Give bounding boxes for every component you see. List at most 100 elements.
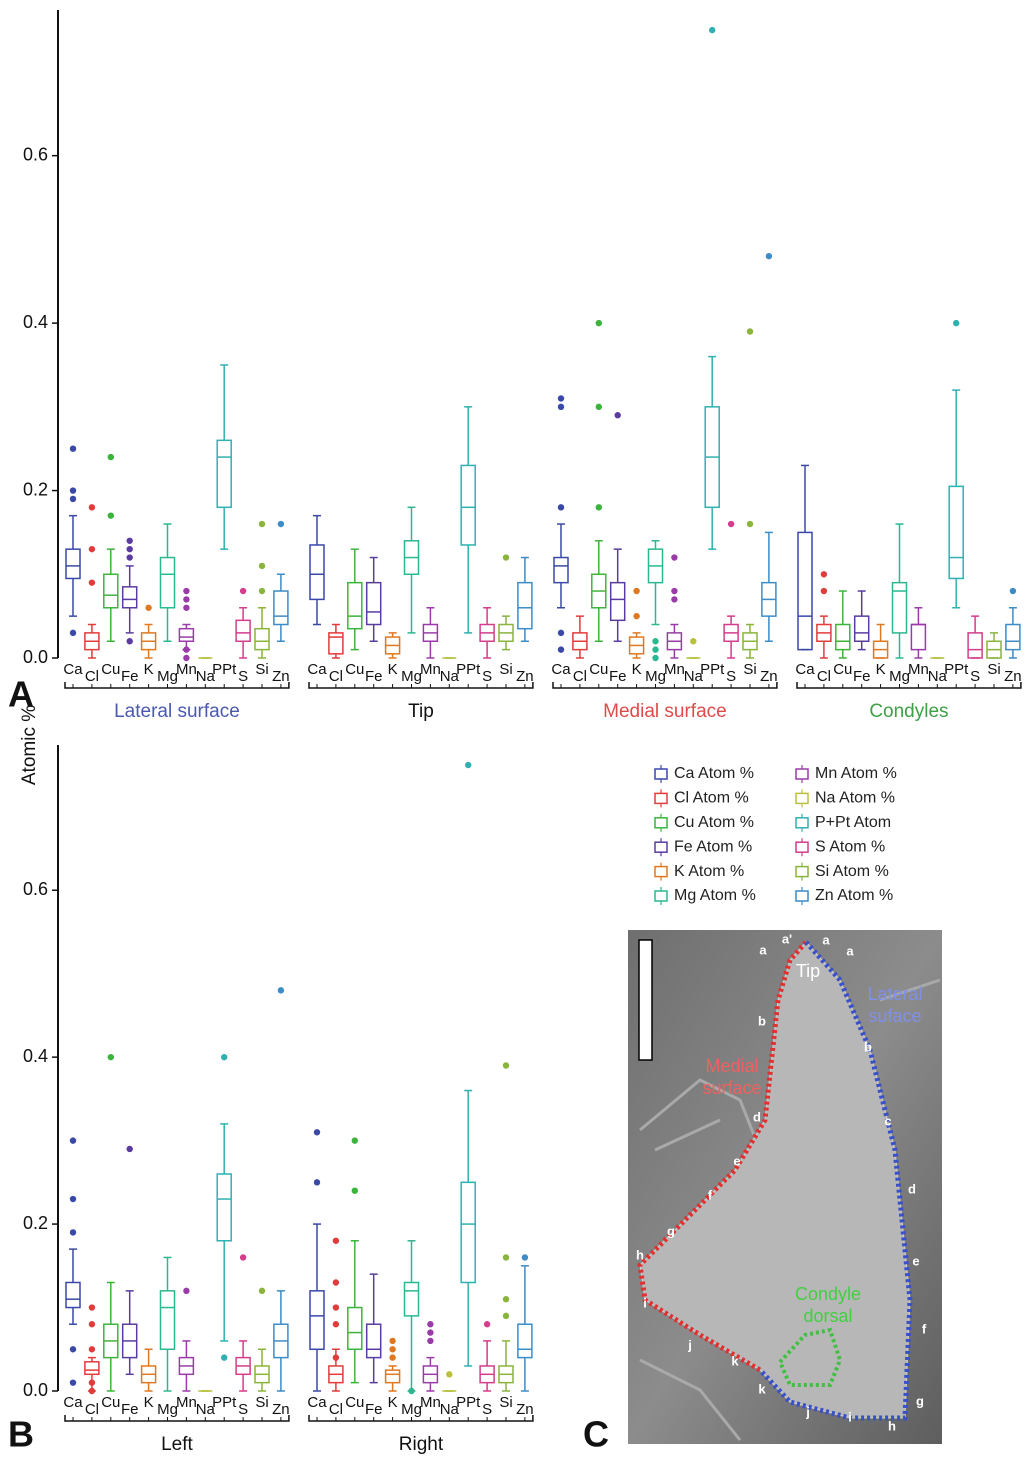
outlier	[351, 1137, 358, 1144]
outlier	[502, 1312, 510, 1320]
box	[65, 1281, 81, 1309]
outlier	[427, 1321, 434, 1328]
region-label: Medial	[705, 1056, 758, 1076]
outlier	[69, 1195, 77, 1203]
outlier	[332, 1354, 340, 1361]
x-tick-label: Zn	[272, 668, 290, 685]
outlier	[502, 1062, 510, 1069]
outlier	[183, 654, 190, 662]
outlier	[183, 596, 190, 603]
x-tick-label: Si	[499, 1394, 512, 1411]
x-tick-label: Na	[440, 668, 460, 685]
box	[328, 632, 344, 655]
outlier	[953, 319, 960, 327]
y-tick-label: 0.2	[23, 1213, 48, 1233]
box	[216, 439, 232, 509]
outlier	[652, 654, 659, 662]
outlier	[88, 1304, 96, 1311]
x-tick-label: S	[482, 1401, 492, 1418]
box	[254, 627, 270, 651]
box	[910, 623, 927, 651]
x-tick-label: PPt	[700, 661, 725, 678]
x-tick-label: Na	[196, 1401, 216, 1418]
outlier	[183, 646, 190, 653]
panel-label: A	[8, 674, 34, 715]
x-tick-label: Cu	[589, 661, 608, 678]
outlier	[690, 638, 697, 645]
group-label: Condyles	[869, 701, 948, 722]
group-bracket	[308, 682, 534, 689]
outlier	[746, 328, 754, 335]
outlier	[483, 1321, 491, 1328]
outlier	[69, 1379, 77, 1386]
outlier	[557, 504, 565, 511]
legend-label: K Atom %	[674, 863, 744, 880]
point-label: d	[908, 1181, 916, 1196]
group-bracket	[552, 682, 778, 689]
outlier	[595, 504, 602, 511]
x-tick-label: Cu	[101, 1394, 120, 1411]
x-tick-label: PPt	[212, 1394, 237, 1411]
outlier	[465, 761, 472, 769]
box	[609, 581, 626, 622]
outlier	[521, 1254, 529, 1261]
outlier	[765, 252, 773, 260]
x-tick-label: PPt	[456, 1394, 481, 1411]
legend-label: Na Atom %	[815, 790, 895, 807]
outlier	[69, 1137, 77, 1144]
box	[853, 615, 870, 643]
y-tick-label: 0.0	[23, 647, 48, 667]
outlier	[671, 554, 678, 561]
group-label: Medial surface	[603, 701, 727, 722]
outlier	[557, 646, 565, 653]
outlier	[389, 1354, 396, 1361]
point-label: h	[888, 1418, 896, 1433]
outlier	[69, 1346, 77, 1353]
outlier	[69, 1229, 77, 1236]
legend-swatch	[795, 792, 809, 805]
x-tick-label: Fe	[365, 668, 383, 685]
x-tick-label: Ca	[307, 1394, 327, 1411]
legend-swatch	[795, 768, 809, 780]
point-label: i	[848, 1409, 852, 1424]
x-tick-label: Mg	[157, 668, 178, 685]
point-label: k	[758, 1381, 766, 1396]
legend-swatch	[795, 841, 809, 853]
group-label: Tip	[408, 701, 434, 722]
x-tick-label: Mg	[157, 1401, 178, 1418]
point-label: a	[822, 932, 830, 947]
outlier	[557, 629, 565, 637]
x-tick-label: K	[388, 1394, 398, 1411]
outlier	[1009, 587, 1017, 595]
y-tick-label: 0.2	[23, 479, 48, 499]
outlier	[313, 1129, 321, 1136]
outlier	[107, 453, 115, 461]
outlier	[69, 487, 77, 494]
outlier	[69, 495, 77, 503]
outlier	[88, 545, 96, 553]
outlier	[820, 587, 828, 595]
box	[553, 556, 569, 584]
group-label: Left	[161, 1434, 193, 1455]
outlier	[313, 1179, 321, 1186]
group-label: Right	[399, 1434, 444, 1455]
box	[159, 1290, 176, 1351]
region-label: Tip	[796, 961, 820, 981]
outlier	[652, 638, 659, 645]
outlier	[88, 504, 96, 511]
outlier	[183, 1287, 190, 1295]
outlier	[652, 646, 659, 653]
outlier	[427, 1337, 434, 1345]
x-tick-label: Mn	[908, 661, 929, 678]
box	[235, 619, 251, 643]
group-bracket	[796, 682, 1022, 689]
box	[1005, 623, 1021, 651]
panel-label: B	[8, 1414, 34, 1455]
x-tick-label: Na	[684, 668, 704, 685]
x-tick-label: Na	[196, 668, 216, 685]
point-label: k	[731, 1353, 739, 1368]
x-tick-label: S	[482, 668, 492, 685]
region-label: dorsal	[803, 1306, 852, 1326]
outlier	[332, 1279, 340, 1286]
